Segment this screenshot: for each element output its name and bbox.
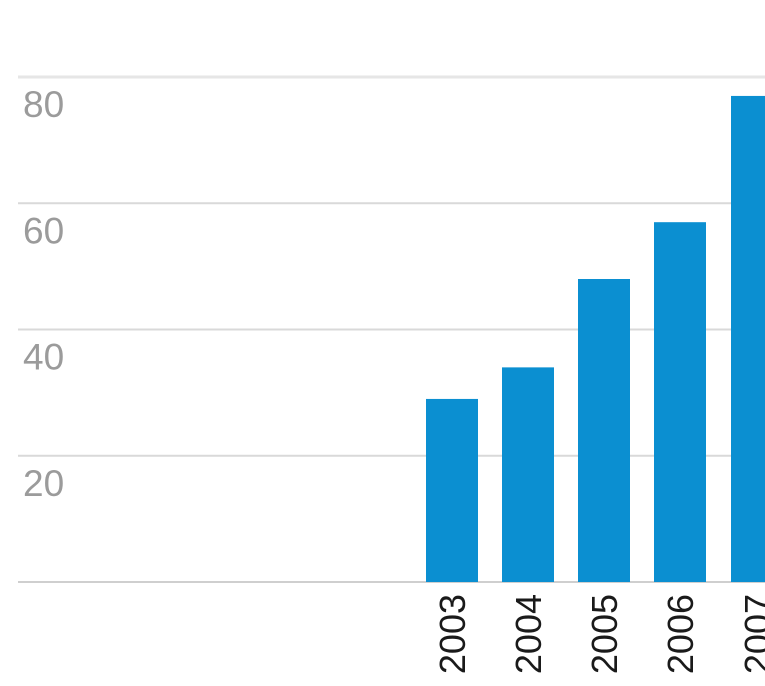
x-tick-label-2007: 2007 [737,594,765,674]
bar-2004 [502,367,554,582]
x-tick-label-2003: 2003 [432,594,473,674]
y-tick-label-80: 80 [23,84,64,125]
x-tick-label-2004: 2004 [508,594,549,674]
bar-2006 [654,222,706,582]
bar-2005 [578,279,630,582]
gridlines [18,75,765,583]
x-tick-label-2006: 2006 [660,594,701,674]
x-tick-label-2005: 2005 [584,594,625,674]
y-tick-label-60: 60 [23,210,64,251]
bars [426,95,765,582]
y-tick-label-20: 20 [23,463,64,504]
y-axis-tick-labels: 20 40 60 80 [23,84,64,504]
x-axis-tick-labels: 2003 2004 2005 2006 2007 [432,594,765,674]
y-tick-label-40: 40 [23,337,64,378]
bar-2003 [426,398,478,582]
bar-2007 [731,95,765,582]
